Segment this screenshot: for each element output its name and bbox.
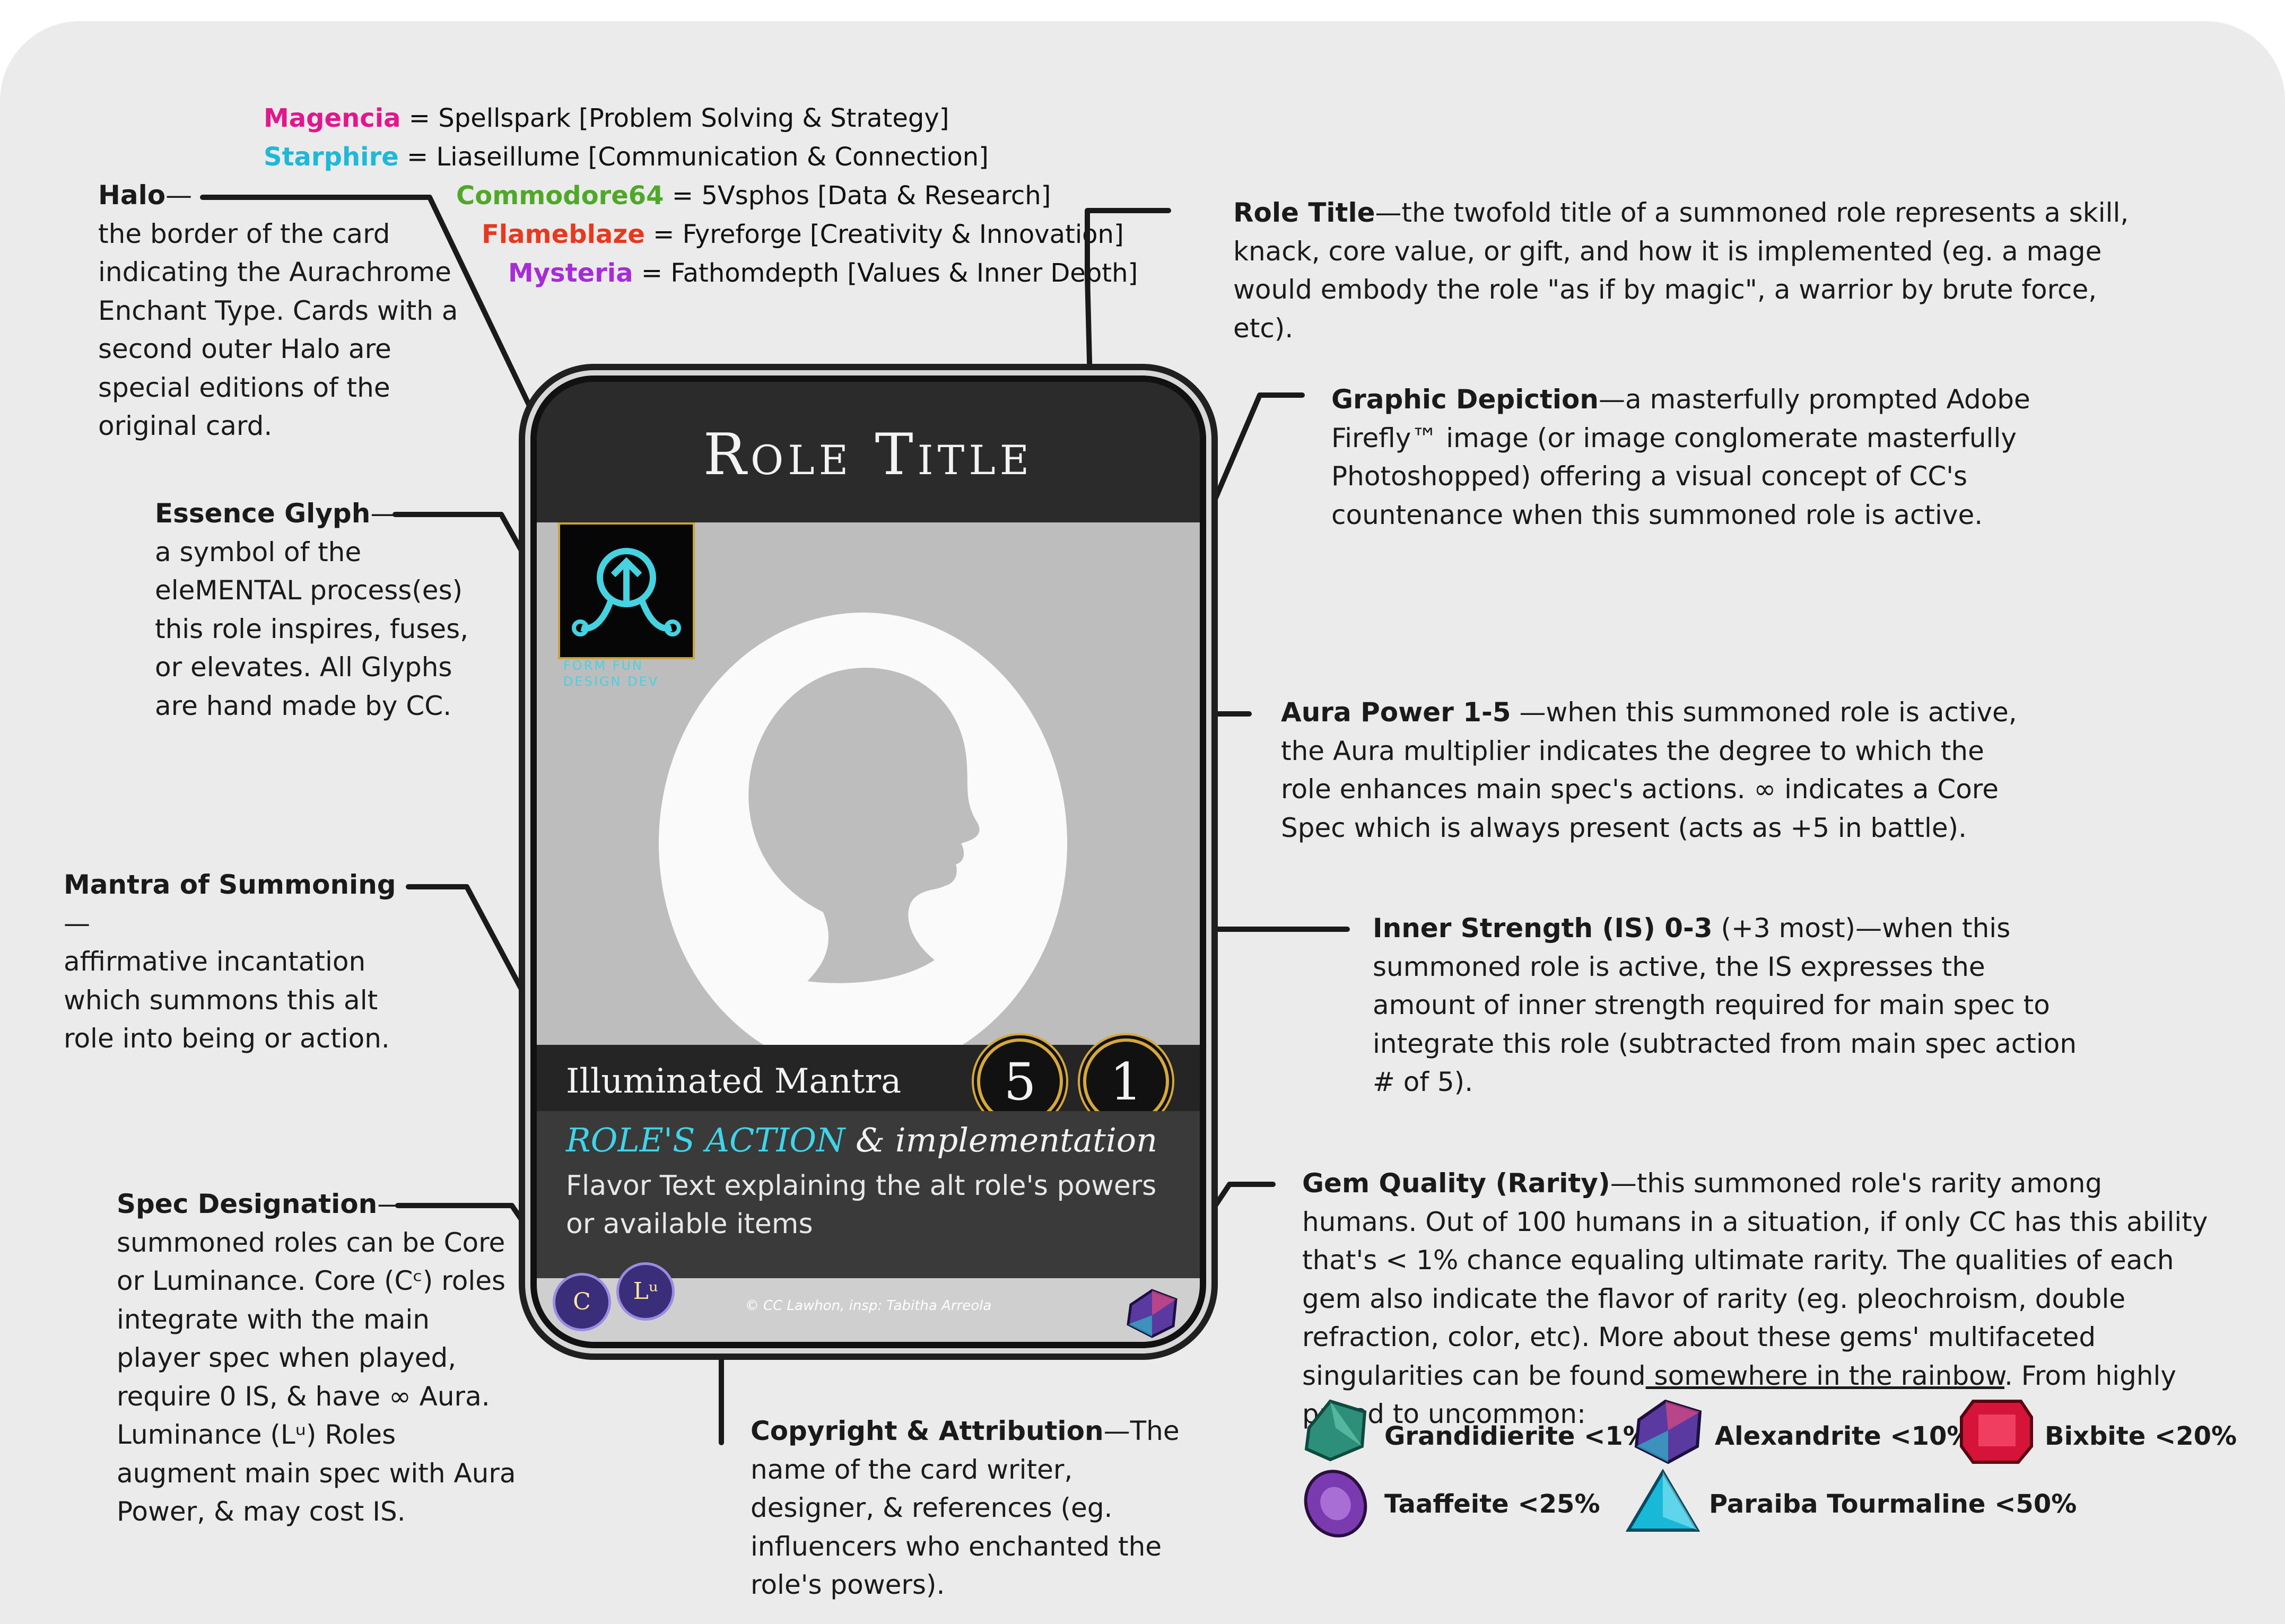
silhouette-icon — [748, 668, 980, 983]
annotation-aura-power: Aura Power 1-5 —when this summoned role … — [1281, 693, 2034, 847]
mantra-leader-line — [406, 884, 562, 1063]
annotation-mantra: Mantra of Summoning — affirmative incanta… — [64, 866, 414, 1058]
legend-commodore64: Commodore64 = 5Vsphos [Data & Research] — [456, 177, 1051, 215]
annotation-copyright: Copyright & Attribution—The name of the … — [751, 1412, 1196, 1604]
annotation-title: Mantra of Summoning — [64, 869, 396, 900]
role-action-line: ROLE'S ACTION & implementation — [566, 1121, 1157, 1159]
legend-starphire: Starphire = Liaseillume [Communication &… — [264, 138, 989, 176]
core-spec-coin: C — [553, 1273, 611, 1331]
legend-rest: = Fyreforge [Creativity & Innovation] — [644, 220, 1124, 249]
rainbow-link[interactable]: somewhere in the rainbow — [1645, 1360, 2004, 1391]
annotation-body: when this summoned role is active, the A… — [1281, 697, 2017, 843]
inner-strength-badge: 1 — [1083, 1038, 1169, 1124]
annotation-body: this summoned role's rarity among humans… — [1302, 1168, 2208, 1391]
role-card[interactable]: Role Title FORM FUN DESIGN DEV Illuminat… — [530, 376, 1206, 1348]
paraiba-tourmaline-gem-icon — [1625, 1469, 1700, 1532]
card-title-band — [537, 382, 1200, 522]
role-action: ROLE'S ACTION — [566, 1121, 845, 1159]
glyph-leader-line — [393, 512, 554, 607]
annotation-title: Aura Power 1-5 — [1281, 697, 1511, 728]
halo-leader-line — [200, 195, 538, 422]
gem-label-bixbite: Bixbite <20% — [2045, 1421, 2237, 1451]
aura-power-badge: 5 — [977, 1038, 1063, 1124]
gem-label-paraiba-tourmaline: Paraiba Tourmaline <50% — [1709, 1489, 2077, 1519]
annotation-body: the border of the card indicating the Au… — [98, 218, 458, 442]
legend-name: Magencia — [264, 103, 401, 133]
alexandrite-gem-icon — [1634, 1399, 1702, 1464]
legend-name: Commodore64 — [456, 181, 664, 211]
gem-label-taaffeite: Taaffeite <25% — [1384, 1489, 1600, 1519]
legend-rest: = Liaseillume [Communication & Connectio… — [398, 142, 989, 172]
annotation-dash: — — [1598, 384, 1625, 415]
gem-label-grandidierite: Grandidierite <1% — [1384, 1421, 1649, 1451]
annotation-graphic-depiction: Graphic Depiction—a masterfully prompted… — [1331, 380, 2037, 534]
legend-name: Starphire — [264, 142, 399, 172]
legend-rest: = Fathomdepth [Values & Inner Depth] — [633, 258, 1138, 288]
annotation-title: Halo — [98, 180, 166, 211]
annotation-body: the twofold title of a summoned role rep… — [1233, 197, 2129, 344]
annotation-dash: — — [1511, 697, 1546, 728]
bixbite-gem-icon — [1960, 1400, 2033, 1464]
inner-strength-value: 1 — [1110, 1052, 1142, 1112]
legend-magencia: Magencia = Spellspark [Problem Solving &… — [264, 99, 949, 137]
card-title: Role Title — [703, 422, 1034, 488]
role-implementation: & implementation — [845, 1121, 1158, 1159]
legend-name: Mysteria — [508, 258, 633, 288]
annotation-title: Role Title — [1233, 197, 1375, 228]
legend-flameblaze: Flameblaze = Fyreforge [Creativity & Inn… — [482, 215, 1124, 254]
annotation-dash: (+3 most)— — [1712, 913, 1882, 944]
flavor-text: Flavor Text explaining the alt role's po… — [566, 1170, 1157, 1240]
gem-label-alexandrite: Alexandrite <10% — [1715, 1421, 1973, 1451]
annotation-gem-quality: Gem Quality (Rarity)—this summoned role'… — [1302, 1164, 2214, 1434]
annotation-body: a masterfully prompted Adobe Firefly™ im… — [1331, 384, 2030, 530]
essence-glyph-icon — [572, 548, 681, 636]
annotation-title: Copyright & Attribution — [751, 1416, 1104, 1446]
annotation-halo: Halo— the border of the card indicating … — [98, 176, 459, 446]
annotation-title: Graphic Depiction — [1331, 384, 1599, 415]
annotation-role-title: Role Title—the twofold title of a summon… — [1233, 194, 2146, 347]
annotation-body: a symbol of the eleMENTAL process(es) th… — [155, 536, 469, 721]
illuminated-mantra: Illuminated Mantra — [566, 1062, 902, 1101]
annotation-body: when this summoned role is active, the I… — [1373, 913, 2077, 1097]
annotation-dash: — — [1375, 197, 1402, 228]
annotation-body: The name of the card writer, designer, &… — [751, 1416, 1180, 1600]
annotation-spec-designation: Spec Designation— summoned roles can be … — [117, 1185, 520, 1531]
gem-rarity-icon — [1127, 1289, 1178, 1338]
legend-name: Flameblaze — [482, 220, 645, 249]
annotation-essence-glyph: Essence Glyph— a symbol of the eleMENTAL… — [155, 494, 494, 725]
annotation-inner-strength: Inner Strength (IS) 0-3 (+3 most)—when t… — [1373, 909, 2089, 1102]
annotation-title: Gem Quality (Rarity) — [1302, 1168, 1610, 1199]
glyph-labels: FORM FUN DESIGN DEV — [563, 658, 659, 689]
annotation-dash: — — [1610, 1168, 1637, 1199]
annotation-dash: — — [165, 180, 193, 211]
legend-rest: = 5Vsphos [Data & Research] — [664, 181, 1051, 211]
legend-mysteria: Mysteria = Fathomdepth [Values & Inner D… — [508, 254, 1138, 292]
card-copyright: © CC Lawhon, insp: Tabitha Arreola — [745, 1298, 992, 1314]
annotation-body: affirmative incantation which summons th… — [64, 946, 390, 1054]
grandidierite-gem-icon — [1304, 1399, 1367, 1462]
annotation-title: Inner Strength (IS) 0-3 — [1373, 913, 1713, 944]
taaffeite-gem-icon — [1304, 1470, 1367, 1538]
legend-rest: = Spellspark [Problem Solving & Strategy… — [400, 103, 949, 133]
annotation-dash: — — [1103, 1416, 1130, 1446]
annotation-title: Essence Glyph — [155, 498, 371, 529]
annotation-title: Spec Designation — [117, 1189, 378, 1219]
annotation-body: summoned roles can be Core or Luminance.… — [117, 1227, 516, 1527]
annotation-dash: — — [64, 907, 90, 939]
annotation-dash: — — [370, 498, 397, 529]
role-title-leader-line — [1085, 208, 1171, 385]
aura-power-value: 5 — [1004, 1052, 1036, 1112]
essence-glyph — [558, 522, 695, 659]
luminance-spec-coin: Lᵘ — [616, 1262, 675, 1321]
